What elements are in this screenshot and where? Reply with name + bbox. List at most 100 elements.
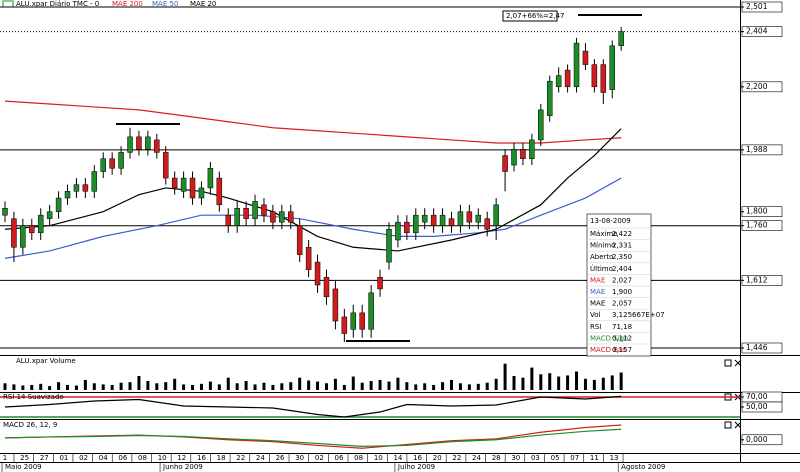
candle-body [216, 177, 223, 206]
x-tick-label: 10 [374, 454, 383, 462]
x-tick-label: 08 [354, 454, 363, 462]
volume-bar [57, 382, 61, 390]
candle-body [243, 208, 249, 219]
info-value: 2,404 [612, 265, 633, 273]
volume-bar [423, 383, 427, 390]
candle-body [439, 214, 446, 226]
candle-body [600, 64, 607, 93]
x-tick-label: 08 [138, 454, 147, 462]
volume-bar [208, 381, 212, 390]
volume-bar [119, 382, 123, 390]
y-tick-label: 2,200 [746, 82, 768, 91]
maximize-button[interactable] [724, 359, 732, 367]
info-value: 2,057 [612, 300, 632, 308]
month-label: Julho 2009 [397, 463, 435, 471]
x-tick-label: 02 [79, 454, 88, 462]
candle-body [395, 221, 401, 241]
info-value: 3,125667E+07 [612, 311, 665, 319]
candle-body [564, 69, 571, 88]
candle-body [404, 221, 410, 234]
close-button[interactable] [734, 359, 742, 367]
candle-body [109, 158, 115, 169]
candle-body [493, 204, 499, 226]
volume-bar [351, 376, 355, 390]
x-tick-label: 12 [177, 454, 186, 462]
candle-body [279, 211, 285, 223]
candle-body [466, 211, 473, 223]
candle-body [207, 168, 214, 189]
candle-body [591, 64, 598, 88]
candle-body [511, 149, 517, 166]
info-label: MAE [590, 288, 605, 296]
month-label: Junho 2009 [162, 463, 203, 471]
volume-bar [557, 376, 561, 390]
candle-body [91, 171, 98, 192]
candle-body [64, 191, 71, 199]
volume-bar [530, 367, 534, 390]
volume-bar [503, 363, 507, 390]
candle-body [582, 50, 589, 65]
info-label: Máximo [590, 230, 618, 238]
maximize-button[interactable] [724, 421, 732, 429]
volume-bar [66, 384, 70, 390]
x-tick-label: 16 [197, 454, 206, 462]
volume-bar [521, 377, 525, 390]
volume-bar [307, 380, 311, 390]
info-label: Último [590, 264, 613, 273]
candle-body [546, 80, 553, 117]
candle-body [288, 211, 294, 223]
candle-body [448, 218, 455, 226]
volume-bar [619, 372, 623, 390]
x-tick-label: 02 [315, 454, 324, 462]
x-tick-label: 16 [413, 454, 422, 462]
info-label: MAE [590, 276, 605, 284]
candle-body [145, 136, 151, 150]
volume-bar [3, 383, 7, 390]
legend-entry: MAE 20 [190, 0, 216, 8]
volume-bar [539, 374, 543, 390]
series-icon [2, 0, 14, 8]
candle-body [180, 177, 187, 192]
series-line [4, 395, 622, 418]
x-tick-label: 27 [40, 454, 49, 462]
candle-body [555, 75, 562, 88]
candle-body [46, 211, 53, 219]
volume-bar [548, 373, 552, 390]
volume-bar [271, 384, 275, 390]
volume-bar [583, 378, 587, 390]
candle-body [573, 42, 580, 88]
volume-bar [155, 383, 159, 390]
candle-body [296, 225, 303, 255]
volume-bar [21, 385, 25, 390]
x-tick-label: 11 [590, 454, 599, 462]
volume-bar [485, 382, 489, 390]
volume-bar [137, 376, 141, 390]
info-date: 13-08-2009 [590, 217, 631, 225]
volume-bar [432, 384, 436, 390]
info-label: RSI [590, 323, 601, 331]
candle-body [55, 197, 62, 212]
month-label: Maio 2009 [5, 463, 42, 471]
candle-body [368, 292, 374, 330]
volume-bar [494, 378, 498, 390]
x-tick-label: 18 [217, 454, 226, 462]
volume-bar [342, 384, 346, 390]
x-tick-label: 25 [20, 454, 29, 462]
x-tick-label: 26 [276, 454, 285, 462]
annotation-box [502, 10, 558, 22]
candle-body [538, 109, 544, 141]
panel-title: ALU.xpar Volume [16, 357, 76, 365]
candle-body [37, 214, 44, 234]
close-button[interactable] [734, 421, 742, 429]
candle-body [252, 201, 258, 219]
candle-body [359, 312, 365, 330]
volume-bar [83, 379, 87, 390]
x-tick-label: 13 [610, 454, 619, 462]
x-tick-label: 22 [452, 454, 461, 462]
volume-bar [369, 381, 373, 390]
info-value: 2,331 [612, 242, 632, 250]
candle-body [484, 218, 490, 230]
x-tick-label: 03 [531, 454, 540, 462]
